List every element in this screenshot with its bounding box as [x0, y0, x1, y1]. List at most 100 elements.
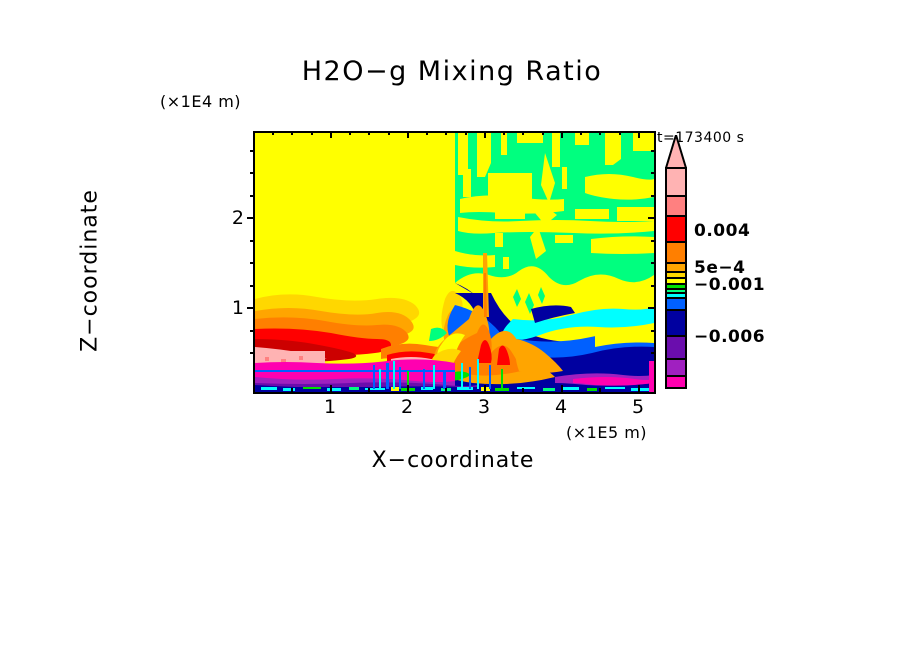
region-lower-right-convection — [395, 253, 654, 392]
colorbar-segment — [665, 277, 687, 283]
contour-field — [255, 133, 654, 392]
bottom-filaments — [373, 359, 503, 389]
x-tick-top-minor — [368, 131, 370, 135]
y-axis-multiplier-label: (×1E4 m) — [160, 92, 242, 111]
y-tick-right-minor — [651, 285, 655, 287]
x-tick-label-2: 2 — [400, 396, 414, 418]
y-tick-right-minor — [651, 195, 655, 197]
colorbar-segment — [665, 167, 687, 195]
colorbar-label-0: 0.004 — [694, 221, 751, 241]
contour-field-svg — [255, 133, 654, 392]
colorbar-segment — [665, 358, 687, 375]
y-tick-minor — [250, 240, 254, 242]
y-tick-right-minor — [651, 172, 655, 174]
y-tick-minor — [250, 172, 254, 174]
colorbar-divider — [665, 195, 687, 197]
x-tick-label-1: 1 — [323, 396, 337, 418]
y-tick-right-minor — [651, 150, 655, 152]
colorbar-divider — [665, 283, 687, 285]
y-tick-label-1: 1 — [231, 297, 244, 319]
x-tick-top-minor — [291, 131, 293, 135]
colorbar-segment — [665, 241, 687, 262]
x-tick-major-4 — [561, 385, 563, 392]
y-tick-major-2 — [247, 217, 254, 219]
colorbar-segment — [665, 215, 687, 241]
colorbar-label-2: −0.001 — [694, 275, 766, 295]
x-tick-top-minor — [522, 131, 524, 135]
colorbar-divider — [665, 387, 687, 389]
x-tick-top-minor — [465, 131, 467, 135]
x-tick-minor — [445, 388, 447, 392]
y-tick-minor — [250, 352, 254, 354]
colorbar-divider — [665, 271, 687, 273]
page-title: H2O−g Mixing Ratio — [301, 56, 603, 87]
colorbar-divider — [665, 241, 687, 243]
x-tick-top-minor — [272, 131, 274, 135]
x-tick-major-2 — [407, 385, 409, 392]
colorbar-label-3: −0.006 — [694, 327, 766, 347]
colorbar-label-1: 5e−4 — [694, 258, 746, 278]
y-axis-title: Z−coordinate — [77, 189, 103, 352]
region-left-plume — [255, 294, 420, 365]
colorbar-divider — [665, 167, 687, 169]
colorbar-segment — [665, 297, 687, 309]
y-tick-right-minor — [651, 240, 655, 242]
y-tick-minor — [250, 150, 254, 152]
colorbar-segment — [665, 195, 687, 215]
colorbar-segment — [665, 271, 687, 277]
colorbar-segment — [665, 292, 687, 297]
x-tick-minor — [368, 388, 370, 392]
x-tick-top-minor — [542, 131, 544, 135]
x-tick-top-minor — [349, 131, 351, 135]
x-tick-label-5: 5 — [631, 396, 645, 418]
colorbar-segment — [665, 309, 687, 335]
colorbar-divider — [665, 215, 687, 217]
x-tick-minor — [599, 388, 601, 392]
y-tick-right-minor — [651, 262, 655, 264]
y-tick-right-major — [648, 217, 655, 219]
colorbar-divider — [665, 277, 687, 279]
region-bottom-layer — [255, 359, 654, 392]
x-tick-major-5 — [638, 385, 640, 392]
colorbar-divider — [665, 309, 687, 311]
contour-plot-area[interactable] — [253, 131, 656, 394]
colorbar-divider — [665, 375, 687, 377]
x-tick-minor — [522, 388, 524, 392]
y-tick-major-1 — [247, 307, 254, 309]
colorbar[interactable] — [665, 167, 687, 389]
y-tick-right-minor — [651, 330, 655, 332]
x-tick-label-4: 4 — [554, 396, 568, 418]
x-axis-multiplier-label: (×1E5 m) — [566, 423, 648, 442]
x-tick-major-3 — [484, 385, 486, 392]
x-tick-top-major — [561, 131, 563, 138]
x-tick-top-minor — [580, 131, 582, 135]
x-tick-top-major — [407, 131, 409, 138]
y-tick-right-major — [648, 307, 655, 309]
colorbar-segment — [665, 375, 687, 389]
colorbar-segment — [665, 262, 687, 271]
x-tick-top-major — [484, 131, 486, 138]
x-tick-top-major — [330, 131, 332, 138]
colorbar-arrow-cap — [664, 131, 688, 169]
x-tick-top-minor — [503, 131, 505, 135]
y-tick-right-minor — [651, 352, 655, 354]
x-tick-top-minor — [445, 131, 447, 135]
colorbar-segment — [665, 335, 687, 358]
x-tick-top-major — [638, 131, 640, 138]
y-tick-label-2: 2 — [231, 207, 244, 229]
colorbar-divider — [665, 297, 687, 299]
colorbar-divider — [665, 292, 687, 294]
x-tick-top-minor — [311, 131, 313, 135]
y-tick-minor — [250, 195, 254, 197]
bottom-speckle — [255, 387, 654, 392]
y-tick-minor — [250, 285, 254, 287]
x-tick-top-minor — [388, 131, 390, 135]
x-tick-top-minor — [619, 131, 621, 135]
x-tick-top-minor — [599, 131, 601, 135]
colorbar-segment — [665, 288, 687, 292]
x-tick-minor — [291, 388, 293, 392]
y-tick-minor — [250, 262, 254, 264]
colorbar-divider — [665, 335, 687, 337]
x-tick-label-3: 3 — [477, 396, 491, 418]
x-tick-top-minor — [426, 131, 428, 135]
